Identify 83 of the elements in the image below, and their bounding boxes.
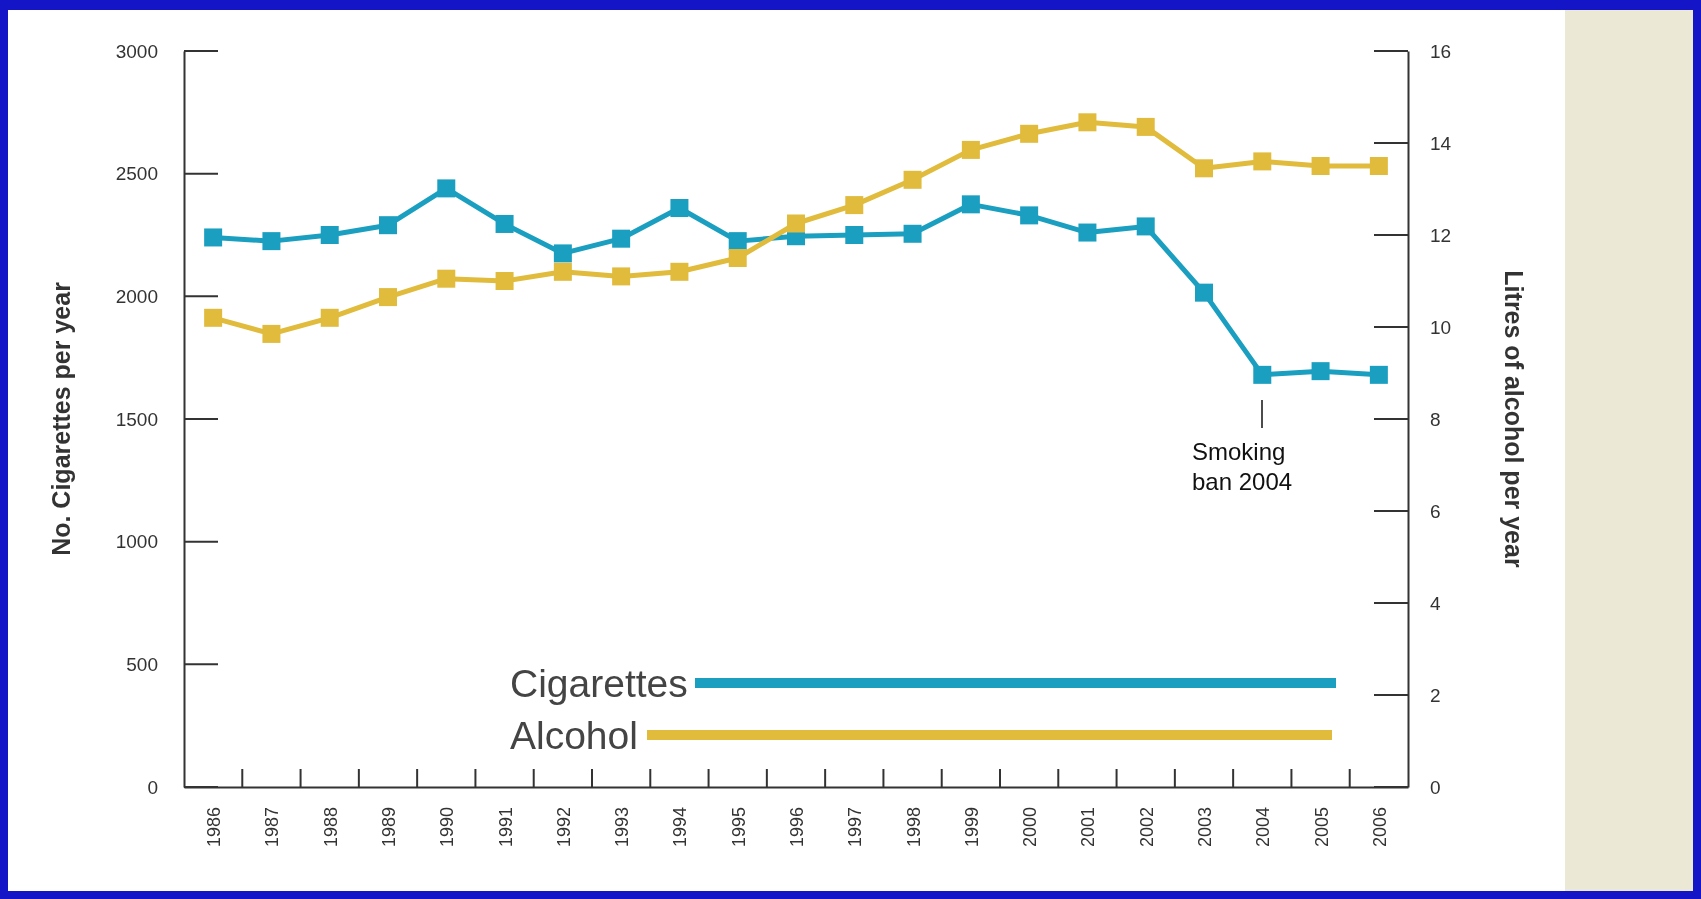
x-tick-label: 2004 bbox=[1253, 807, 1274, 848]
point bbox=[1369, 365, 1388, 384]
point bbox=[845, 226, 864, 244]
point bbox=[1195, 283, 1213, 302]
x-tick-label: 1987 bbox=[262, 807, 283, 848]
point bbox=[1311, 157, 1330, 175]
point bbox=[1020, 206, 1039, 225]
y2-tick-label: 0 bbox=[1430, 776, 1441, 798]
y-tick-label: 1000 bbox=[115, 531, 158, 553]
x-tick-label: 1999 bbox=[961, 807, 982, 848]
point bbox=[320, 226, 339, 244]
y-tick-label: 0 bbox=[147, 776, 158, 798]
point bbox=[553, 244, 572, 263]
x-tick-label: 2001 bbox=[1078, 807, 1099, 848]
point bbox=[204, 228, 223, 247]
point bbox=[612, 229, 631, 248]
point bbox=[961, 140, 980, 159]
x-tick-label: 2006 bbox=[1369, 807, 1390, 848]
y-tick-label: 1500 bbox=[115, 408, 158, 430]
point bbox=[379, 216, 397, 235]
x-tick-label: 2000 bbox=[1020, 807, 1041, 848]
point bbox=[903, 224, 922, 243]
x-tick-label: 1986 bbox=[204, 807, 225, 848]
point bbox=[437, 179, 456, 198]
point bbox=[1253, 152, 1272, 171]
y2-tick-label: 8 bbox=[1430, 408, 1441, 430]
point bbox=[670, 199, 689, 218]
x-tick-label: 1996 bbox=[787, 807, 807, 848]
point bbox=[728, 249, 747, 267]
point bbox=[553, 262, 572, 281]
y-tick-label: 2000 bbox=[115, 285, 158, 307]
point bbox=[1078, 113, 1097, 132]
point bbox=[262, 232, 281, 251]
x-tick-label: 1995 bbox=[728, 807, 749, 848]
y-tick-label: 500 bbox=[126, 653, 158, 675]
y2-tick-label: 14 bbox=[1430, 132, 1452, 154]
point bbox=[379, 288, 397, 307]
x-tick-label: 2005 bbox=[1311, 807, 1332, 848]
x-tick-label: 1997 bbox=[845, 807, 866, 848]
point bbox=[903, 170, 922, 189]
annotation: Smoking ban 2004 bbox=[1192, 438, 1293, 495]
x-tick-label: 2003 bbox=[1195, 807, 1215, 848]
legend-label: Cigarettes bbox=[510, 661, 688, 705]
point bbox=[1078, 223, 1097, 242]
point bbox=[1253, 365, 1272, 384]
x-tick-label: 1992 bbox=[553, 807, 574, 848]
y-tick-label: 3000 bbox=[115, 40, 158, 62]
point bbox=[1369, 157, 1388, 175]
y2-tick-label: 12 bbox=[1430, 224, 1452, 246]
point bbox=[1020, 124, 1039, 143]
y2-tick-label: 4 bbox=[1430, 592, 1441, 614]
x-tick-label: 1998 bbox=[903, 807, 924, 848]
point bbox=[787, 214, 805, 233]
point bbox=[1195, 159, 1213, 178]
point bbox=[495, 214, 514, 233]
y2-tick-label: 6 bbox=[1430, 500, 1441, 522]
point bbox=[262, 324, 281, 343]
y-axis-title: No. Cigarettes per year bbox=[47, 281, 75, 556]
point bbox=[612, 267, 631, 286]
point bbox=[845, 196, 864, 215]
x-tick-label: 1988 bbox=[320, 807, 341, 848]
y2-tick-label: 2 bbox=[1430, 684, 1441, 706]
point bbox=[1136, 217, 1155, 236]
point bbox=[204, 308, 223, 327]
x-tick-label: 1989 bbox=[379, 807, 399, 848]
y2-tick-label: 16 bbox=[1430, 40, 1452, 62]
point bbox=[1311, 362, 1330, 381]
point bbox=[320, 308, 339, 327]
point bbox=[495, 272, 514, 290]
point bbox=[1136, 117, 1155, 136]
x-tick-label: 1990 bbox=[437, 807, 458, 848]
y-tick-label: 2500 bbox=[115, 163, 158, 185]
point bbox=[728, 232, 747, 251]
x-tick-label: 1993 bbox=[612, 807, 633, 848]
y2-axis-title: Litres of alcohol per year bbox=[1500, 270, 1528, 568]
point bbox=[437, 269, 456, 288]
y2-tick-label: 10 bbox=[1430, 316, 1452, 338]
point bbox=[961, 195, 980, 214]
x-tick-label: 1991 bbox=[495, 807, 516, 848]
legend-label: Alcohol bbox=[510, 713, 638, 757]
x-tick-label: 2002 bbox=[1136, 807, 1157, 848]
point bbox=[670, 262, 689, 281]
x-tick-label: 1994 bbox=[670, 807, 691, 848]
